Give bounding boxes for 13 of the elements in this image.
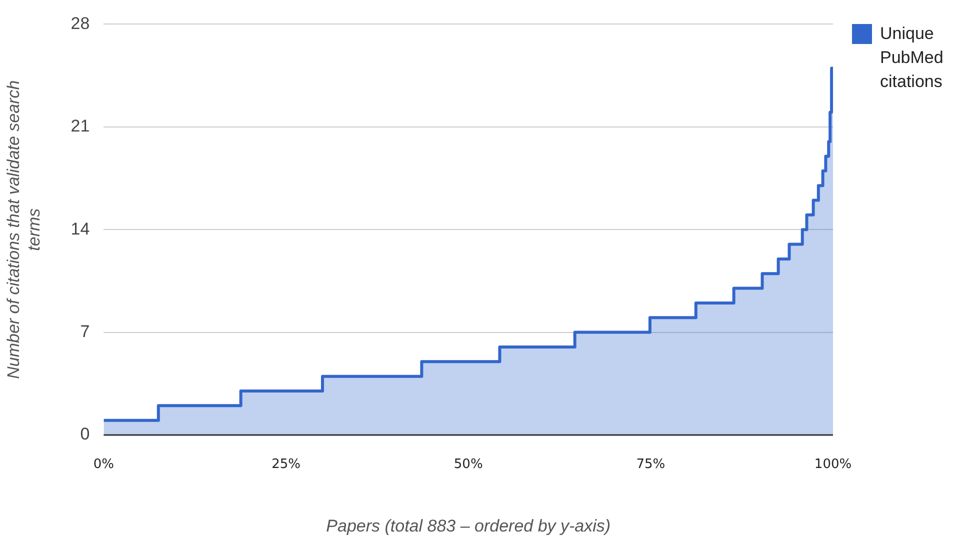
y-tick-label: 28 (70, 14, 90, 33)
x-tick-label: 75% (636, 457, 666, 472)
x-tick-label: 100% (814, 457, 852, 472)
x-tick-label: 50% (454, 457, 483, 472)
x-axis-title: Papers (total 883 – ordered by y-axis) (326, 516, 611, 536)
legend-label: Unique PubMed citations (880, 23, 944, 93)
x-tick-label: 0% (93, 457, 114, 472)
y-tick-label: 21 (70, 116, 90, 136)
y-axis-title: Number of citations that validate search terms (4, 80, 44, 379)
y-tick-label: 7 (80, 322, 90, 341)
y-tick-label: 14 (70, 219, 90, 238)
x-tick-label: 25% (272, 457, 300, 472)
y-tick-label: 0 (80, 424, 90, 444)
